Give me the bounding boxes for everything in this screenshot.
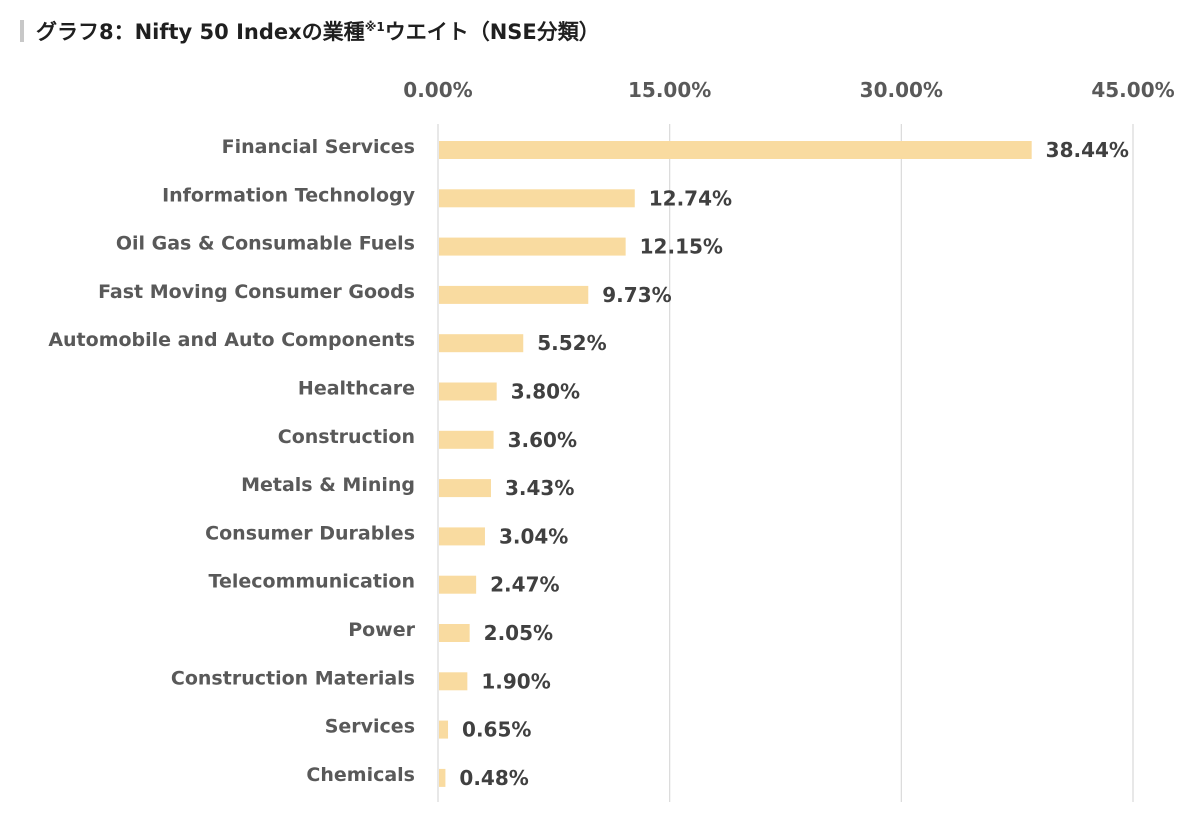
bar [439, 334, 524, 353]
bar [439, 141, 1032, 159]
category-label: Fast Moving Consumer Goods [98, 281, 415, 303]
data-label: 3.80% [511, 380, 580, 404]
data-label: 1.90% [481, 669, 550, 693]
category-label: Power [348, 619, 415, 641]
data-label: 2.05% [484, 621, 553, 645]
bar [439, 430, 494, 449]
data-label: 3.60% [508, 428, 577, 452]
category-label: Consumer Durables [205, 522, 415, 544]
bar [439, 624, 470, 642]
bar [439, 189, 635, 208]
data-label: 38.44% [1046, 138, 1129, 162]
bars [439, 141, 1032, 787]
category-label: Services [325, 716, 415, 738]
data-label: 3.43% [505, 476, 574, 500]
bar [439, 720, 449, 739]
x-tick-label: 45.00% [1091, 78, 1174, 102]
category-label: Information Technology [162, 184, 416, 206]
x-axis-ticks: 0.00% 15.00% 30.00% 45.00% [403, 78, 1174, 102]
category-label: Healthcare [298, 378, 415, 400]
value-labels: 38.44% 12.74% 12.15% 9.73% 5.52% 3.80% 3.60% 3.… [459, 138, 1129, 790]
x-tick-label: 30.00% [860, 78, 943, 102]
data-label: 3.04% [499, 524, 568, 548]
title-footnote-mark: ※1 [364, 20, 385, 34]
category-label: Oil Gas & Consumable Fuels [116, 233, 415, 255]
data-label: 2.47% [490, 573, 559, 597]
bar [439, 382, 497, 401]
data-label: 0.48% [459, 766, 528, 790]
chart-title-text: グラフ8：Nifty 50 Indexの業種※1ウエイト（NSE分類） [36, 16, 600, 46]
data-label: 12.74% [649, 186, 732, 210]
data-label: 5.52% [537, 331, 606, 355]
category-label: Construction [278, 426, 415, 448]
data-label: 9.73% [602, 283, 671, 307]
title-accent-bar [20, 20, 24, 42]
chart-title: グラフ8：Nifty 50 Indexの業種※1ウエイト（NSE分類） [20, 14, 600, 48]
x-tick-label: 0.00% [403, 78, 472, 102]
category-labels: Financial Services Information Technology… [48, 136, 415, 786]
bar [439, 575, 477, 594]
category-label: Automobile and Auto Components [48, 329, 415, 351]
category-label: Chemicals [306, 764, 415, 786]
data-label: 0.65% [462, 718, 531, 742]
bar [439, 285, 589, 304]
category-label: Telecommunication [209, 571, 415, 593]
bar [439, 237, 626, 256]
title-main: グラフ8：Nifty 50 Indexの業種 [36, 20, 365, 44]
bar [439, 672, 468, 691]
category-label: Financial Services [222, 136, 415, 158]
title-tail: ウエイト（NSE分類） [384, 20, 600, 44]
bar [439, 479, 491, 498]
grid-lines [437, 124, 1134, 802]
bar [439, 527, 485, 546]
bar [439, 768, 446, 787]
category-label: Metals & Mining [241, 474, 415, 496]
data-label: 12.15% [640, 235, 723, 259]
category-label: Construction Materials [171, 667, 415, 689]
x-tick-label: 15.00% [628, 78, 711, 102]
